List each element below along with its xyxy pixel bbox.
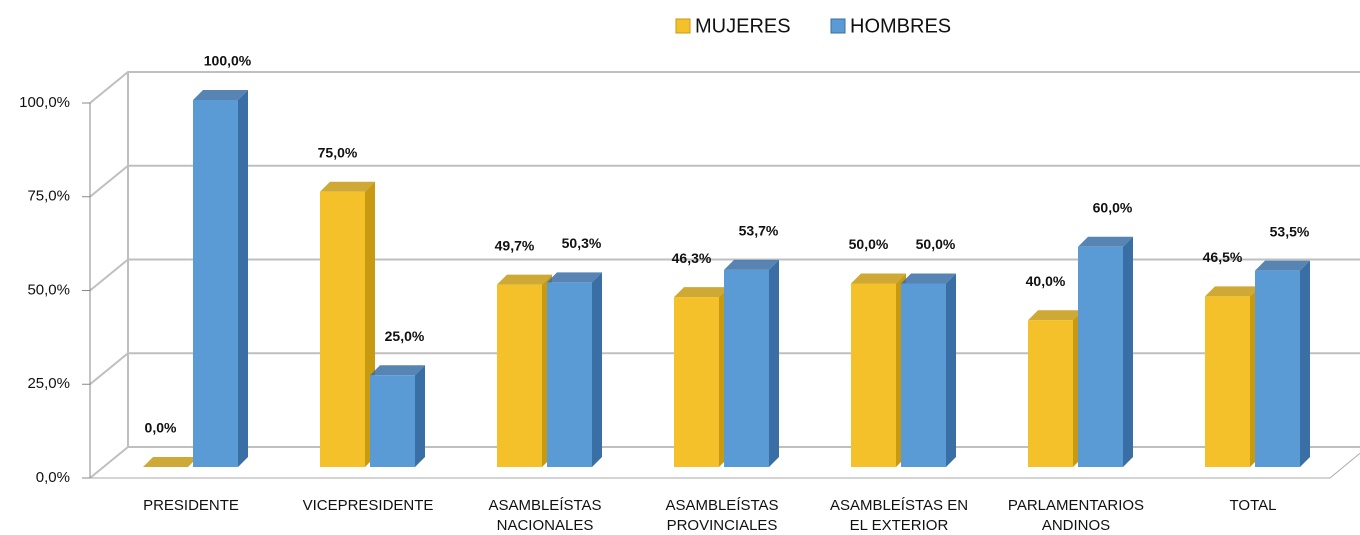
bar-face — [769, 259, 779, 467]
y-tick-label: 100,0% — [19, 94, 70, 111]
bar-face — [1205, 286, 1260, 297]
bar-face — [370, 365, 425, 376]
bar-face — [901, 283, 946, 467]
x-tick-label: PARLAMENTARIOS ANDINOS — [1007, 497, 1145, 534]
value-label: 49,7% — [495, 237, 535, 253]
legend-label: HOMBRES — [850, 15, 951, 37]
bar-face — [592, 272, 602, 467]
value-label: 25,0% — [385, 328, 425, 344]
bar-face — [851, 283, 896, 467]
bar-face — [674, 297, 719, 467]
bar-face — [1028, 320, 1073, 467]
value-label: 50,3% — [562, 235, 602, 251]
bar — [320, 181, 375, 467]
bar-face — [1078, 246, 1123, 467]
bar-face — [724, 269, 769, 467]
value-label: 60,0% — [1093, 200, 1133, 216]
bar-face — [238, 90, 248, 467]
bar-face — [901, 273, 956, 284]
value-label: 46,5% — [1203, 249, 1243, 265]
bar-face — [370, 375, 415, 467]
y-tick-label: 50,0% — [27, 281, 70, 298]
bar — [547, 272, 602, 467]
bar-face — [1078, 236, 1133, 247]
y-tick-label: 0,0% — [36, 469, 70, 486]
x-tick-label: ASAMBLEÍSTAS NACIONALES — [488, 497, 602, 534]
bar-face — [320, 181, 375, 192]
bar-face — [497, 274, 552, 285]
bar-face — [320, 191, 365, 467]
x-tick-label: VICEPRESIDENTE — [302, 497, 434, 514]
bar-face — [143, 457, 198, 467]
x-tick-label: TOTAL — [1229, 497, 1277, 514]
bar-face — [674, 287, 729, 298]
bar — [674, 287, 729, 467]
bar-face — [724, 259, 779, 270]
bar — [1255, 260, 1310, 467]
bar-face — [946, 273, 956, 467]
bar-face — [415, 365, 425, 467]
value-label: 40,0% — [1026, 273, 1066, 289]
bar-face — [1255, 260, 1310, 271]
bar-face — [193, 90, 248, 100]
bar-face — [497, 284, 542, 467]
x-tick-label: ASAMBLEÍSTAS PROVINCIALES — [665, 497, 779, 534]
bar — [143, 457, 198, 467]
bar — [1205, 286, 1260, 467]
bar — [497, 274, 552, 467]
bar-face — [193, 100, 238, 467]
legend-label: MUJERES — [695, 15, 791, 37]
legend-swatch — [675, 18, 691, 34]
grid-line — [89, 164, 1360, 198]
x-tick-label: PRESIDENTE — [143, 497, 239, 514]
bar-face — [1255, 270, 1300, 467]
bar-face — [547, 282, 592, 467]
y-tick-label: 25,0% — [27, 375, 70, 392]
bar — [1078, 236, 1133, 467]
value-label: 0,0% — [145, 420, 177, 436]
bar — [1028, 310, 1083, 467]
value-label: 100,0% — [204, 53, 252, 69]
bar — [724, 259, 779, 467]
bar — [193, 90, 248, 467]
value-label: 50,0% — [849, 236, 889, 252]
bar — [901, 273, 956, 467]
value-label: 75,0% — [318, 144, 358, 160]
bar-face — [1300, 260, 1310, 467]
floor-right — [1329, 452, 1360, 479]
bar — [851, 273, 906, 467]
bar-face — [1205, 296, 1250, 467]
value-label: 53,5% — [1270, 223, 1310, 239]
y-tick-label: 75,0% — [27, 188, 70, 205]
legend-swatch — [830, 18, 846, 34]
bar-face — [851, 273, 906, 284]
value-label: 50,0% — [916, 236, 956, 252]
bar-face — [1123, 236, 1133, 467]
bar — [370, 365, 425, 467]
bar-face — [547, 272, 602, 283]
value-label: 46,3% — [672, 250, 712, 266]
value-label: 53,7% — [739, 223, 779, 239]
grid-line — [89, 71, 1360, 104]
x-tick-label: ASAMBLEÍSTAS EN EL EXTERIOR — [829, 497, 969, 534]
bar-face — [1028, 310, 1083, 321]
